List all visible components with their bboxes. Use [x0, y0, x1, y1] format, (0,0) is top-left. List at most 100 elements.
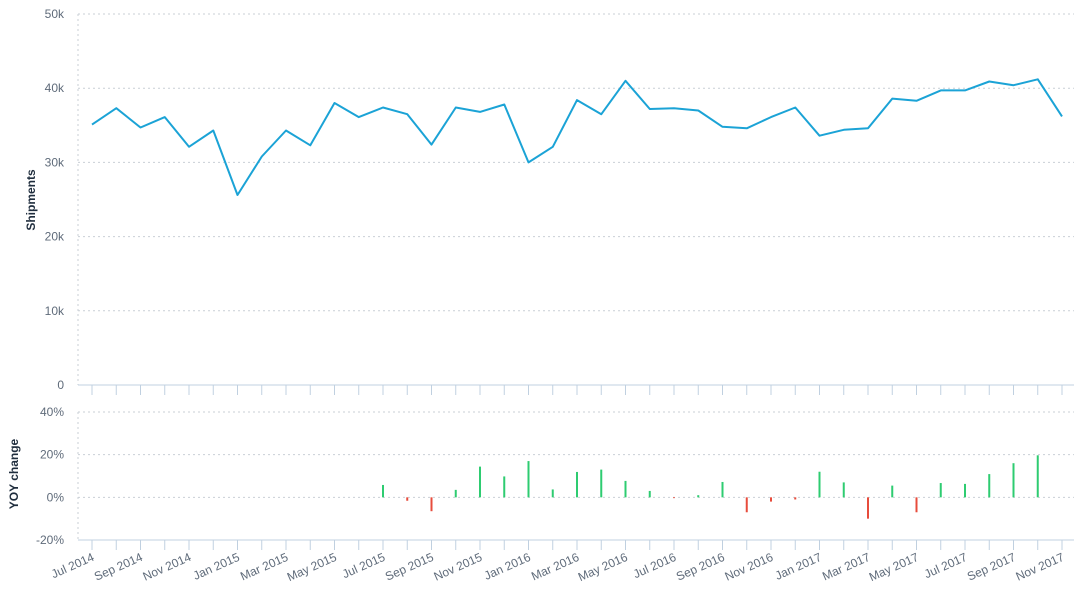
x-tick-label: Jul 2015 [340, 550, 387, 581]
yoy-bar[interactable] [964, 483, 966, 498]
data-point[interactable] [935, 84, 947, 96]
yoy-bar[interactable] [721, 481, 724, 498]
yoy-bar[interactable] [454, 489, 457, 498]
data-point[interactable] [595, 108, 607, 120]
data-point[interactable] [474, 106, 486, 118]
yoy-bar[interactable] [479, 466, 481, 498]
data-point[interactable] [183, 141, 195, 153]
data-point[interactable] [256, 150, 268, 162]
yoy-y-axis-title: YOY change [7, 438, 21, 509]
x-tick-label: Mar 2015 [238, 550, 290, 584]
x-tick-label: Jan 2017 [773, 550, 824, 583]
yoy-bar[interactable] [648, 490, 651, 498]
data-point[interactable] [1056, 110, 1068, 122]
data-point[interactable] [1008, 79, 1020, 91]
yoy-bar[interactable] [551, 489, 554, 498]
data-point[interactable] [862, 122, 874, 134]
data-point[interactable] [135, 122, 147, 134]
yoy-bar[interactable] [576, 471, 578, 498]
yoy-bar[interactable] [939, 483, 942, 498]
yoy-bar[interactable] [503, 476, 506, 498]
yoy-bar[interactable] [770, 497, 772, 502]
data-point[interactable] [983, 76, 995, 88]
yoy-bar[interactable] [624, 480, 627, 498]
data-point[interactable] [401, 108, 413, 120]
data-point[interactable] [717, 121, 729, 133]
data-point[interactable] [838, 124, 850, 136]
x-tick-label: Nov 2014 [141, 550, 194, 584]
x-tick-label: Sep 2015 [383, 550, 436, 584]
yoy-bar[interactable] [1036, 455, 1039, 498]
y-tick-label: 20% [40, 448, 64, 462]
x-tick-label: Nov 2015 [432, 550, 485, 584]
data-point[interactable] [911, 95, 923, 107]
yoy-bar[interactable] [673, 497, 675, 499]
yoy-gridlines [77, 411, 1074, 540]
data-point[interactable] [789, 101, 801, 113]
data-point[interactable] [353, 111, 365, 123]
x-tick-label: Jul 2016 [631, 550, 678, 581]
shipments-x-ticks [91, 385, 1063, 395]
yoy-bar[interactable] [697, 495, 700, 498]
yoy-bar[interactable] [818, 471, 821, 498]
data-point[interactable] [110, 102, 122, 114]
data-point[interactable] [814, 130, 826, 142]
yoy-bar[interactable] [867, 497, 869, 519]
data-point[interactable] [377, 101, 389, 113]
yoy-bar[interactable] [430, 497, 433, 512]
data-point[interactable] [523, 156, 535, 168]
data-point[interactable] [547, 141, 559, 153]
data-point[interactable] [765, 111, 777, 123]
data-point[interactable] [668, 102, 680, 114]
data-point[interactable] [329, 97, 341, 109]
data-point[interactable] [450, 101, 462, 113]
data-point[interactable] [692, 104, 704, 116]
y-tick-label: -20% [36, 533, 64, 547]
data-point[interactable] [571, 94, 583, 106]
x-tick-label: Mar 2016 [529, 550, 581, 584]
y-tick-label: 0 [57, 378, 64, 392]
data-point[interactable] [1032, 73, 1044, 85]
yoy-bar[interactable] [891, 485, 894, 498]
y-tick-label: 20k [45, 230, 65, 244]
x-tick-label: Jul 2014 [49, 550, 96, 581]
data-point[interactable] [159, 111, 171, 123]
y-tick-label: 40k [45, 81, 65, 95]
yoy-bar[interactable] [842, 482, 845, 498]
yoy-bar[interactable] [745, 497, 748, 513]
x-tick-label: Jul 2017 [922, 550, 969, 581]
yoy-bar[interactable] [988, 474, 991, 498]
data-point[interactable] [498, 99, 510, 111]
data-point[interactable] [886, 93, 898, 105]
data-point[interactable] [232, 189, 244, 201]
yoy-bar[interactable] [600, 469, 603, 498]
data-point[interactable] [741, 122, 753, 134]
yoy-bar[interactable] [382, 484, 384, 498]
x-tick-label: Mar 2017 [820, 550, 872, 584]
data-point[interactable] [620, 75, 632, 87]
x-tick-label: Nov 2016 [723, 550, 776, 584]
shipments-y-axis-title: Shipments [24, 169, 38, 231]
x-tick-label: May 2016 [576, 550, 630, 584]
data-point[interactable] [304, 139, 316, 151]
yoy-bar[interactable] [915, 497, 918, 513]
y-tick-label: 0% [47, 490, 65, 504]
yoy-bars [382, 455, 1039, 519]
yoy-bar[interactable] [794, 497, 797, 500]
x-tick-label: May 2015 [285, 550, 339, 584]
x-tick-label: Sep 2017 [965, 550, 1018, 584]
shipments-series [86, 73, 1068, 201]
data-point[interactable] [280, 124, 292, 136]
y-tick-label: 10k [45, 304, 65, 318]
data-point[interactable] [207, 124, 219, 136]
data-point[interactable] [644, 103, 656, 115]
data-point[interactable] [959, 84, 971, 96]
data-point[interactable] [426, 139, 438, 151]
yoy-bar[interactable] [1012, 463, 1015, 498]
data-point[interactable] [86, 119, 98, 131]
yoy-bar[interactable] [406, 497, 409, 501]
y-tick-label: 40% [40, 405, 64, 419]
shipments-line [91, 78, 1063, 196]
yoy-bar[interactable] [527, 461, 530, 498]
